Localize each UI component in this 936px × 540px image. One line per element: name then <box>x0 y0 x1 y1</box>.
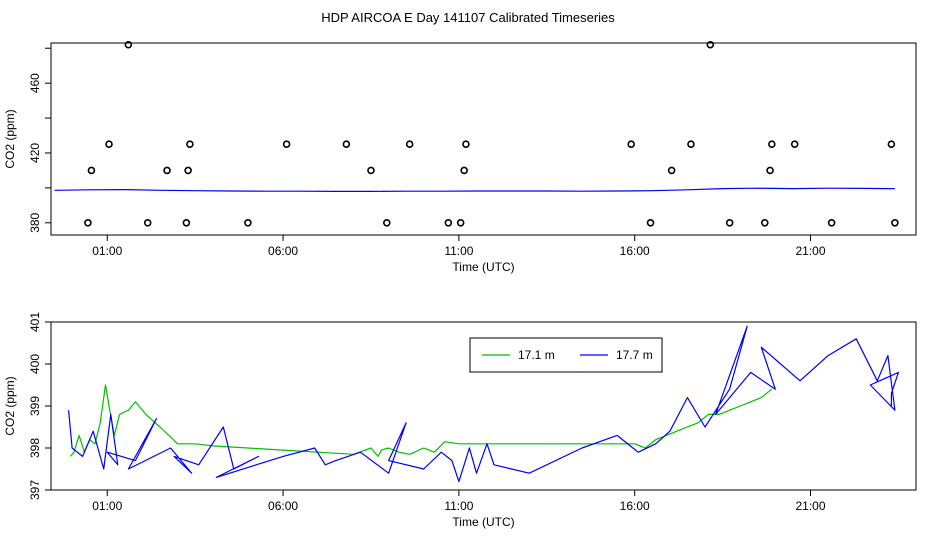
x-axis-label: Time (UTC) <box>452 515 514 529</box>
data-point <box>790 140 799 149</box>
data-point <box>768 140 776 149</box>
data-point <box>761 218 769 227</box>
legend-label: 17.7 m <box>616 348 653 362</box>
y-tick-label: 397 <box>28 480 42 500</box>
data-point <box>342 140 351 149</box>
data-point <box>182 218 191 227</box>
data-point <box>163 166 171 175</box>
data-point <box>87 166 96 175</box>
data-point <box>627 140 635 149</box>
x-tick-label: 11:00 <box>444 499 473 513</box>
chart-title: HDP AIRCOA E Day 141107 Calibrated Times… <box>321 10 615 25</box>
data-point <box>891 218 899 227</box>
y-tick-label: 398 <box>28 438 42 458</box>
series-line-2 <box>68 325 900 483</box>
x-axis-label: Time (UTC) <box>452 260 514 274</box>
data-point <box>706 40 715 49</box>
data-point <box>244 218 252 227</box>
x-tick-label: 21:00 <box>795 244 825 258</box>
data-point <box>282 140 291 149</box>
data-point <box>766 166 774 175</box>
data-point <box>405 140 414 149</box>
data-point <box>383 218 391 227</box>
panel-bottom: 01:00 06:00 11:00 16:00 21:00 397 398 399 400 401… <box>3 312 917 529</box>
data-point <box>456 218 465 227</box>
data-point <box>460 166 468 175</box>
x-tick-label: 21:00 <box>795 499 825 513</box>
series-line-1 <box>54 187 895 192</box>
y-tick-label: 399 <box>28 396 42 416</box>
x-tick-label: 16:00 <box>620 499 650 513</box>
x-tick-label: 11:00 <box>444 244 473 258</box>
data-point <box>646 218 655 227</box>
y-tick-label: 400 <box>28 354 42 374</box>
data-point <box>124 40 133 49</box>
x-tick-label: 16:00 <box>620 244 650 258</box>
series-line-1 <box>69 384 773 457</box>
y-axis-label: CO2 (ppm) <box>3 376 17 435</box>
legend-label: 17.1 m <box>518 348 555 362</box>
data-point <box>184 166 192 175</box>
data-point <box>186 140 194 149</box>
data-point <box>84 218 92 227</box>
y-tick-label: 401 <box>28 312 42 332</box>
data-point <box>462 140 470 149</box>
x-tick-label: 01:00 <box>92 499 122 513</box>
data-point <box>667 166 676 175</box>
data-point <box>367 166 375 175</box>
plot-frame <box>50 42 917 236</box>
data-point <box>143 218 152 227</box>
data-point <box>827 218 836 227</box>
y-tick-label: 380 <box>28 212 42 232</box>
data-point <box>725 218 734 227</box>
data-point <box>887 140 896 149</box>
y-tick-label: 460 <box>28 73 42 93</box>
data-point <box>105 140 113 149</box>
x-tick-label: 01:00 <box>92 244 122 258</box>
x-tick-label: 06:00 <box>268 499 298 513</box>
y-tick-label: 420 <box>28 143 42 163</box>
y-axis-label: CO2 (ppm) <box>3 109 17 168</box>
panel-top: 01:00 06:00 11:00 16:00 21:00 380 420 460 Time (… <box>3 40 917 274</box>
data-point <box>444 218 453 227</box>
data-point <box>687 140 695 149</box>
x-tick-label: 06:00 <box>268 244 298 258</box>
